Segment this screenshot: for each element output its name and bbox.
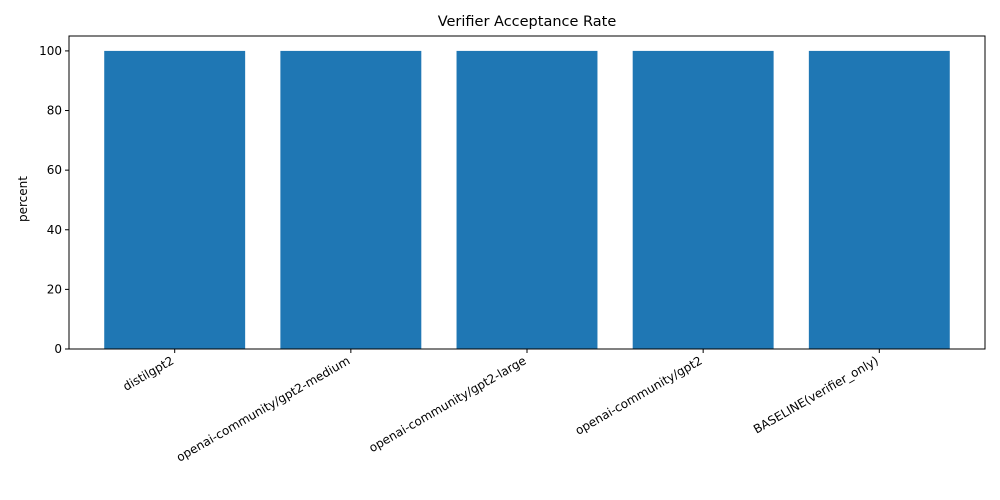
y-tick-label: 0 [54, 342, 62, 356]
plot-area: 020406080100distilgpt2openai-community/g… [39, 35, 986, 465]
chart-title: Verifier Acceptance Rate [438, 14, 617, 30]
bar [104, 50, 246, 350]
x-tick-label: openai-community/gpt2 [573, 353, 705, 437]
y-axis-title: percent [16, 176, 30, 222]
x-tick-label: distilgpt2 [121, 353, 177, 393]
y-tick-label: 40 [47, 223, 62, 237]
bar [808, 50, 950, 350]
x-tick-label: openai-community/gpt2-medium [174, 353, 352, 464]
x-tick-label: BASELINE(verifier_only) [751, 353, 881, 436]
bar [280, 50, 422, 350]
y-tick-label: 100 [39, 44, 62, 58]
y-tick-label: 60 [47, 163, 62, 177]
bar [456, 50, 598, 350]
y-tick-label: 20 [47, 282, 62, 296]
y-tick-label: 80 [47, 104, 62, 118]
bar [632, 50, 774, 350]
x-tick-label: openai-community/gpt2-large [366, 353, 528, 455]
